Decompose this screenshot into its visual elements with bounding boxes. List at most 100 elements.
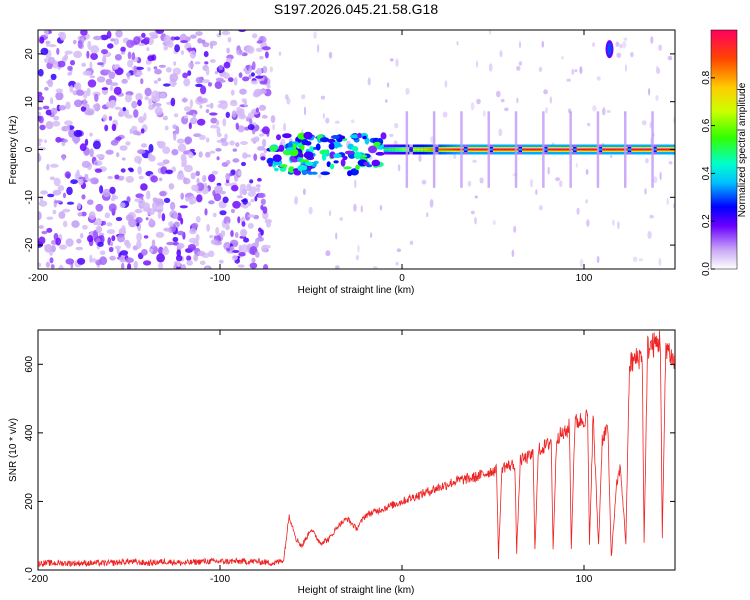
- noise-blob: [154, 208, 163, 213]
- carrier-line: [398, 148, 403, 151]
- noise-blob: [78, 176, 86, 180]
- noise-blob: [261, 114, 268, 119]
- noise-blob: [258, 104, 267, 111]
- signal-blob: [320, 171, 331, 176]
- signal-blob: [274, 167, 279, 172]
- noise-blob: [126, 196, 131, 203]
- noise-blob: [141, 249, 148, 256]
- signal-blob: [293, 170, 302, 176]
- noise-blob: [127, 59, 134, 68]
- noise-blob: [149, 218, 154, 225]
- noise-blob: [141, 32, 146, 38]
- noise-blob: [226, 221, 230, 230]
- noise-blob: [138, 116, 145, 124]
- noise-blob: [159, 141, 166, 148]
- noise-blob: [429, 199, 434, 208]
- noise-blob: [38, 91, 43, 97]
- noise-blob: [207, 82, 213, 87]
- noise-blob: [247, 124, 255, 131]
- noise-blob: [284, 94, 289, 100]
- noise-blob: [174, 36, 181, 41]
- noise-blob: [86, 178, 92, 182]
- noise-blob: [62, 154, 66, 161]
- noise-blob: [38, 106, 43, 111]
- noise-blob: [120, 46, 126, 53]
- spike-core: [607, 43, 612, 56]
- noise-blob: [109, 241, 114, 247]
- noise-blob: [109, 186, 116, 194]
- noise-blob: [205, 67, 210, 76]
- noise-blob: [195, 76, 203, 84]
- x-tick-label: 0: [399, 574, 405, 585]
- noise-blob: [220, 230, 226, 237]
- noise-blob: [264, 51, 269, 59]
- signal-blob: [268, 162, 273, 167]
- noise-blob: [181, 97, 188, 103]
- snr-panel: -200 -100 0 100 0 200 400 600 Height of straigh…: [8, 329, 676, 596]
- noise-blob: [197, 118, 206, 126]
- noise-blob: [191, 222, 199, 229]
- noise-blob: [80, 30, 88, 36]
- noise-blob: [122, 107, 127, 112]
- noise-blob: [181, 264, 186, 269]
- carrier-line: [474, 148, 479, 151]
- noise-blob: [545, 107, 548, 114]
- noise-blob: [192, 113, 197, 118]
- noise-blob: [81, 160, 91, 168]
- colorbar-tick-label: 0.0: [701, 262, 712, 276]
- signal-blob: [272, 154, 282, 162]
- noise-blob: [44, 30, 49, 37]
- signal-blob: [357, 132, 362, 139]
- noise-blob: [251, 257, 256, 263]
- noise-blob: [255, 75, 264, 79]
- noise-blob: [165, 67, 172, 73]
- noise-blob: [668, 161, 673, 165]
- noise-blob: [529, 178, 534, 188]
- carrier-line: [631, 148, 636, 151]
- signal-blob: [303, 131, 313, 140]
- noise-blob: [470, 102, 475, 111]
- noise-blob: [232, 148, 237, 152]
- noise-blob: [353, 203, 357, 212]
- noise-blob: [199, 104, 203, 109]
- noise-blob: [38, 200, 48, 207]
- noise-blob: [209, 112, 218, 116]
- noise-blob: [38, 111, 41, 117]
- snr-ylabel: SNR (10 * v/v): [8, 418, 19, 482]
- x-tick-label: 100: [576, 574, 593, 585]
- noise-blob: [162, 115, 168, 121]
- noise-blob: [266, 221, 271, 228]
- noise-blob: [442, 111, 448, 118]
- y-tick-label: 200: [24, 493, 35, 510]
- streak: [596, 111, 600, 188]
- noise-blob: [171, 166, 177, 173]
- noise-blob: [110, 38, 116, 42]
- noise-blob: [482, 110, 486, 117]
- signal-blob: [349, 134, 360, 139]
- noise-blob: [472, 159, 477, 163]
- streak: [651, 111, 654, 188]
- noise-blob: [239, 88, 247, 95]
- noise-blob: [38, 262, 42, 268]
- noise-blob: [115, 216, 123, 222]
- noise-blob: [357, 244, 360, 253]
- noise-blob: [237, 264, 245, 268]
- noise-blob: [119, 250, 129, 256]
- noise-blob: [638, 258, 644, 262]
- noise-blob: [174, 44, 181, 53]
- noise-blob: [50, 264, 55, 269]
- noise-blob: [70, 179, 78, 185]
- noise-blob: [126, 72, 131, 77]
- noise-blob: [231, 184, 239, 192]
- carrier-line: [453, 148, 458, 151]
- noise-blob: [148, 98, 153, 106]
- noise-blob: [239, 187, 243, 196]
- noise-blob: [119, 202, 126, 209]
- noise-blob: [226, 159, 231, 165]
- noise-blob: [389, 133, 394, 137]
- noise-blob: [76, 169, 80, 177]
- noise-blob: [488, 63, 493, 72]
- noise-blob: [397, 164, 401, 172]
